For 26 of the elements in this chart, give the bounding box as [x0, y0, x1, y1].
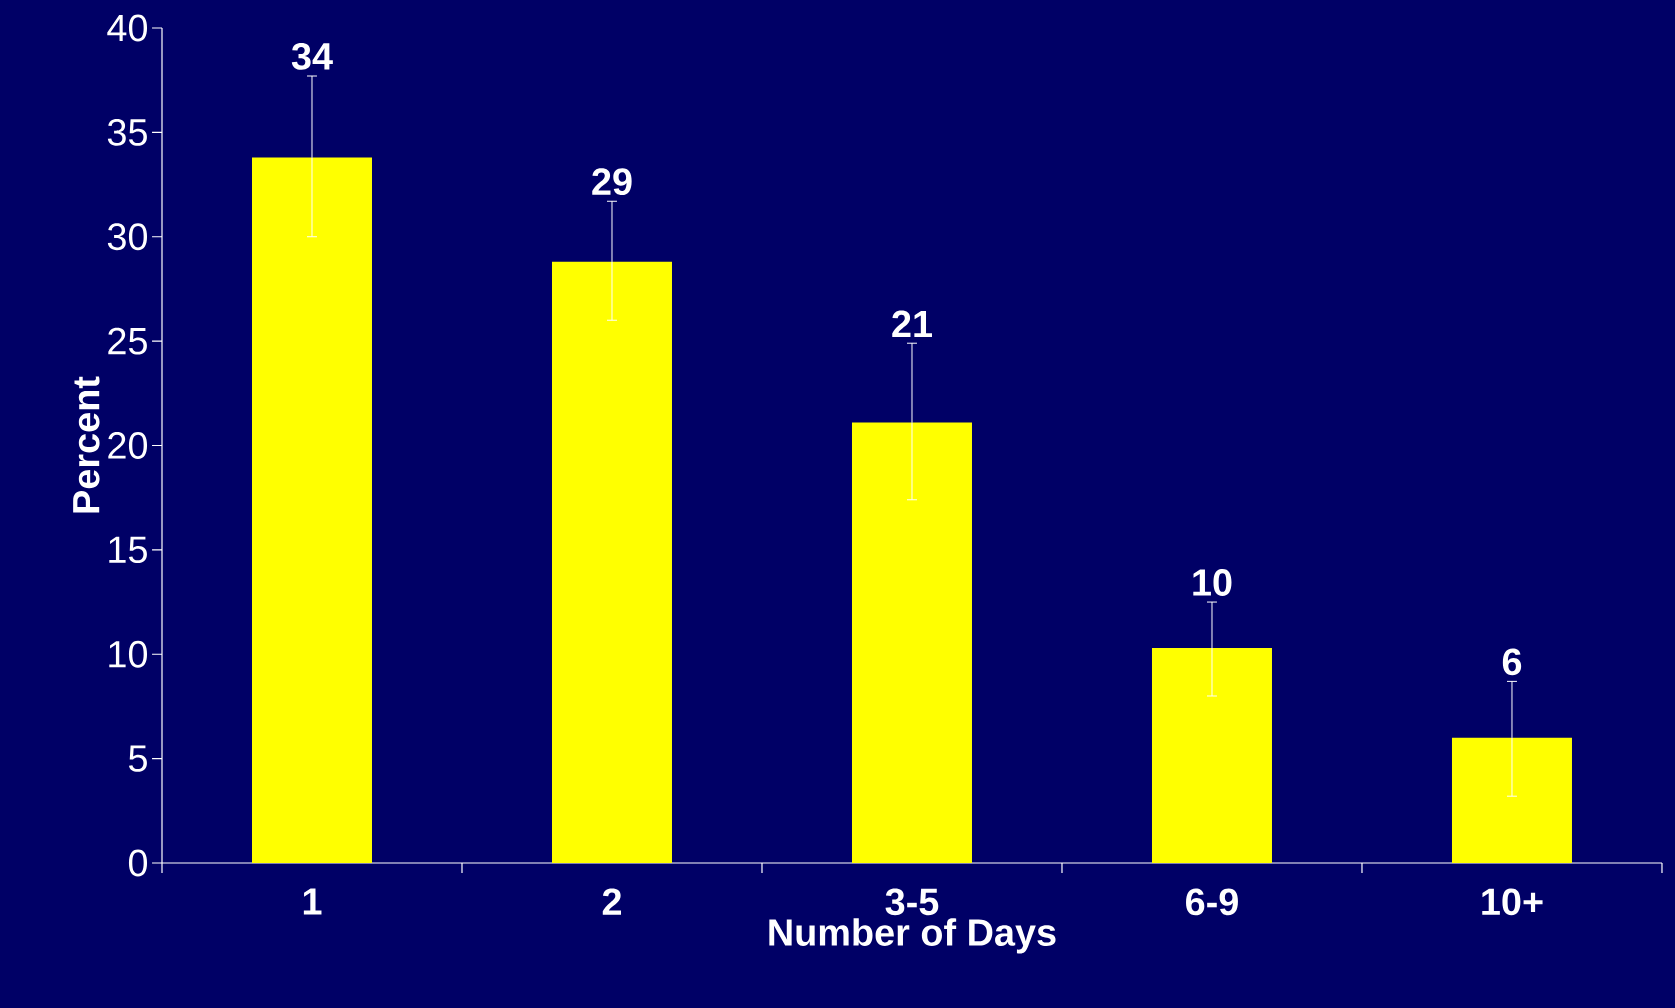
- x-tick-label: 3-5: [885, 888, 939, 916]
- y-tick-label: 0: [128, 849, 148, 877]
- data-label: 21: [892, 310, 932, 338]
- bar: [1151, 647, 1272, 863]
- y-tick-label: 25: [108, 327, 147, 355]
- y-tick-label: 10: [109, 640, 148, 668]
- bar: [851, 422, 972, 863]
- bar: [1451, 737, 1572, 863]
- y-tick-label: 5: [128, 745, 147, 772]
- x-tick-label: 1: [303, 888, 322, 915]
- x-axis-title: Number of Days: [769, 918, 1056, 954]
- x-tick-label: 6-9: [1186, 888, 1238, 916]
- x-tick-label: 10+: [1482, 888, 1543, 916]
- data-label: 29: [592, 168, 632, 196]
- data-label: 10: [1193, 569, 1232, 596]
- y-tick-label: 15: [109, 536, 147, 564]
- y-tick-label: 35: [107, 118, 147, 146]
- y-axis-title: Percent: [73, 376, 100, 513]
- data-label: 34: [291, 42, 333, 70]
- bar: [552, 261, 672, 863]
- y-tick-label: 20: [108, 432, 148, 459]
- data-label: 6: [1502, 648, 1522, 676]
- bar: [252, 157, 372, 863]
- y-tick-label: 40: [107, 14, 148, 42]
- x-tick-label: 2: [602, 888, 622, 915]
- y-tick-label: 30: [107, 223, 148, 251]
